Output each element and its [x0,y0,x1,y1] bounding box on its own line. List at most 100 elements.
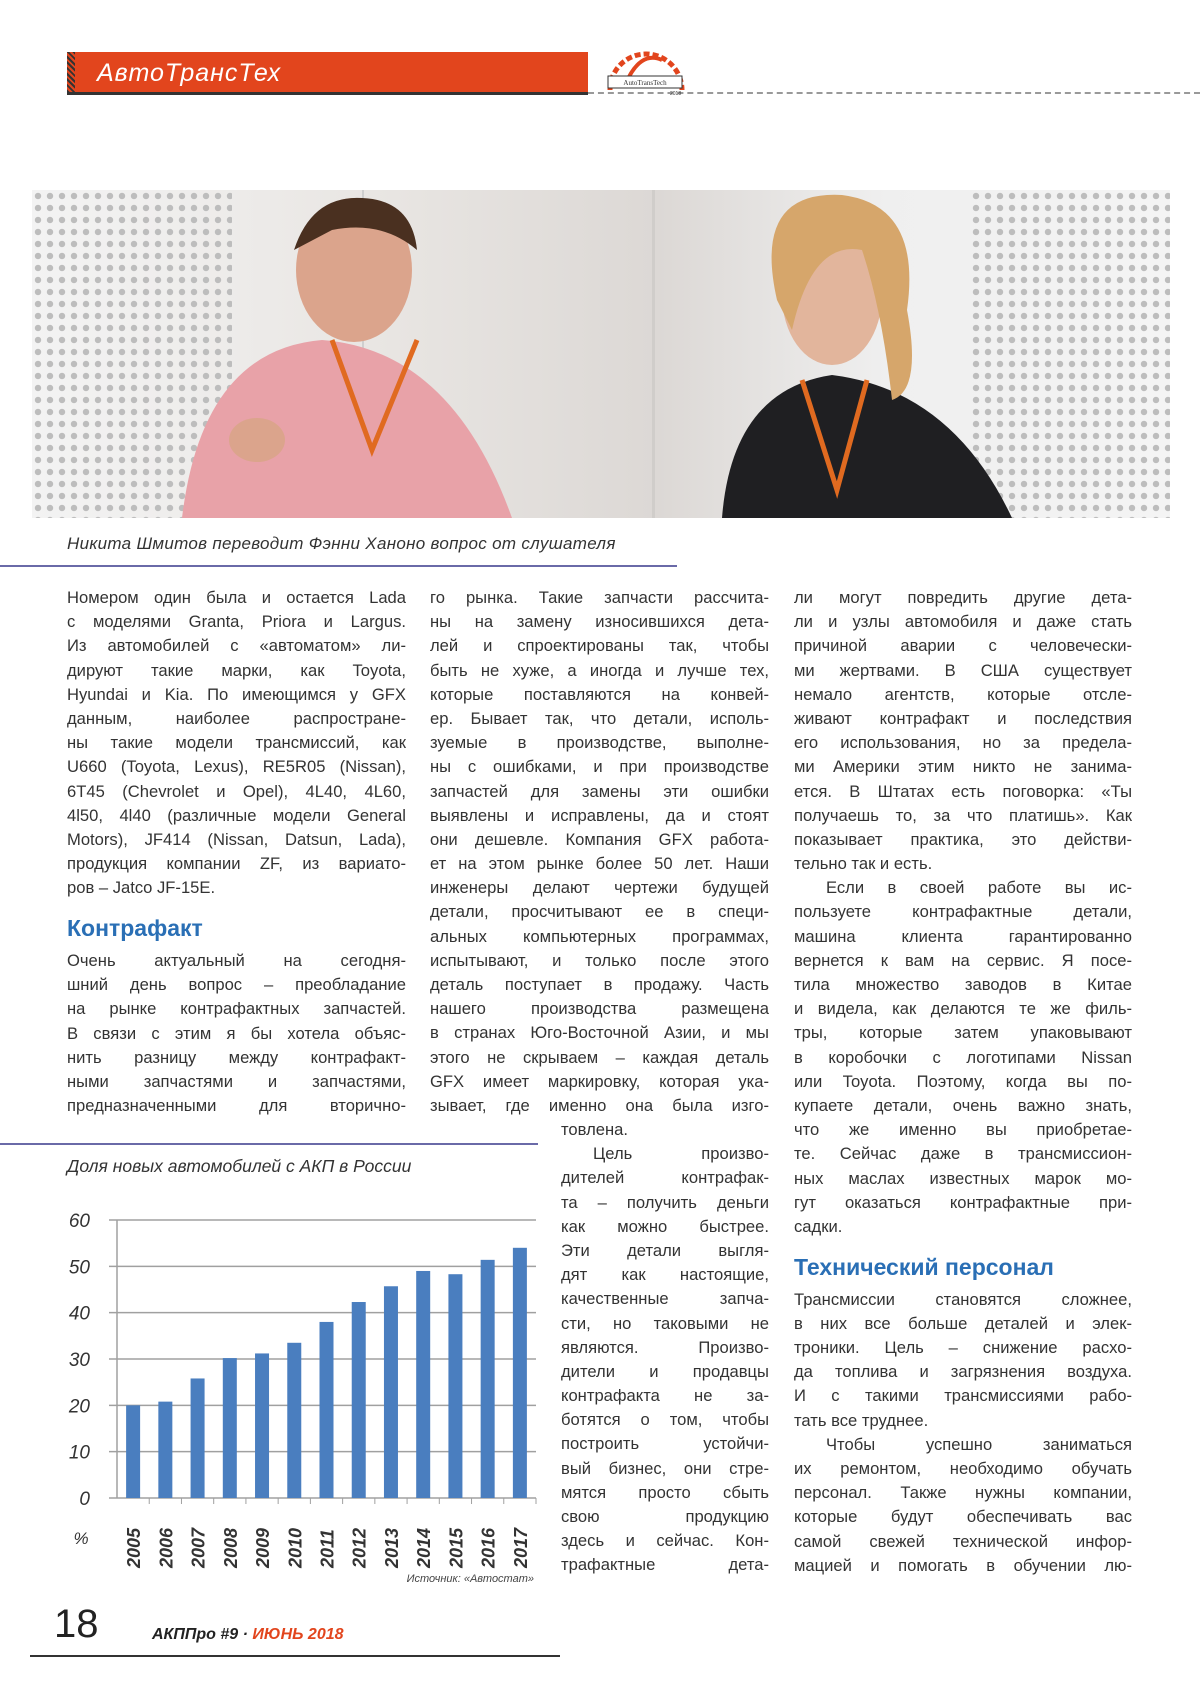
text-line: детали, просчитывают ее в специ- [430,902,769,922]
y-tick-label: 20 [68,1396,91,1417]
x-tick-label: 2006 [156,1527,176,1569]
y-tick-label: 30 [69,1350,91,1371]
text-line: и видела, как делаются те же филь- [794,999,1132,1019]
section-heading: Контрафакт [67,915,203,942]
chart-source: Источник: «Автостат» [406,1573,534,1585]
photo-figures [182,190,1012,518]
y-tick-label: 40 [69,1304,91,1325]
text-line: или Toyota. Поэтому, когда вы по- [794,1071,1132,1091]
text-line: Трансмиссии становятся сложнее, [794,1289,1132,1309]
x-tick-label: 2014 [414,1528,434,1569]
bar-2017 [512,1247,527,1498]
text-line: Motors), JF414 (Nissan, Datsun, Lada), [67,829,406,849]
text-line: быть не хуже, а иногда и лучше тех, [430,660,769,680]
text-line: с моделями Granta, Priora и Largus. [67,612,406,632]
text-line: тила множество заводов в Китае [794,975,1132,994]
photo-caption: Никита Шмитов переводит Фэнни Ханоно воп… [67,534,616,553]
bar-2008 [222,1358,237,1498]
text-line: причиной аварии с человечески- [794,636,1132,656]
text-line: GFX имеет маркировку, которая ука- [430,1071,769,1091]
text-line: Если в своей работе вы ис- [826,878,1132,898]
article-column-1: Номером один была и остается Lada с модел… [67,586,406,1118]
text-line: Очень актуальный на сегодня- [67,951,406,971]
x-tick-label: 2009 [253,1528,273,1569]
bar-2013 [383,1286,398,1498]
text-line: дители и продавцы [561,1361,769,1381]
text-line: ет на этом рынке более 50 лет. Наши [430,854,769,874]
text-line: этого не скрываем – каждая деталь [430,1047,769,1067]
text-line: ми жертвами. В США существует [794,660,1132,680]
text-line: вый бизнес, они стре- [561,1458,769,1478]
y-tick-label: 50 [69,1257,91,1278]
text-line: В связи с этим я бы хотела объяс- [67,1023,406,1043]
text-line: дят как настоящие, [561,1265,769,1285]
text-line: которые поставляются на конвей- [430,684,769,704]
section-title: АвтоТрансТех [97,59,282,87]
text-line: лей и спроектированы так, чтобы [430,636,769,656]
y-tick-label: 60 [69,1211,91,1232]
chart-rule [0,1143,538,1145]
bar-2007 [190,1378,205,1498]
text-line: что же именно вы приобретае- [794,1120,1132,1140]
photo-conference-speakers [32,190,1170,518]
article-column-2-bottom: товлена. Цель произво-дителей контрафак-т… [561,1118,769,1578]
text-line: живают контрафакт и последствия [794,708,1132,728]
y-tick-label: 10 [69,1443,91,1464]
text-line: те. Сейчас даже в трансмиссион- [794,1144,1132,1164]
text-line: ми Америки этим никто не занима- [794,757,1132,777]
svg-text:AutoTransTech: AutoTransTech [623,79,667,87]
text-line: тельно так и есть. [794,854,933,874]
x-tick-label: 2010 [285,1528,305,1569]
text-line: немало агентств, которые отсле- [794,684,1132,704]
text-line: ны такие модели трансмиссий, как [67,733,406,753]
text-line: деталь поступает в продажу. Часть [430,975,769,994]
x-tick-label: 2007 [189,1527,209,1569]
text-line: ров – Jatco JF-15E. [67,878,216,898]
text-line: зуемые в производстве, выполне- [430,733,769,753]
text-line: они дешевле. Компания GFX работа- [430,829,769,849]
text-line: И с такими трансмиссиями рабо- [794,1386,1132,1406]
text-line: дителей контрафак- [561,1168,769,1188]
text-line: продукция компании ZF, из вариато- [67,854,406,874]
text-line: выявлены и исправлены, да и стоят [430,805,769,825]
chart-title: Доля новых автомобилей с АКП в России [67,1156,412,1176]
magazine-name: АКППро #9 · [152,1626,248,1643]
text-line: троники. Цель – снижение расхо- [794,1338,1132,1358]
text-line: построить устойчи- [561,1434,769,1454]
text-line: в коробочки с логотипами Nissan [794,1047,1132,1067]
text-line: которые будут обеспечивать вас [794,1507,1132,1527]
text-line: данным, наиболее распростране- [67,708,406,728]
text-line: ер. Бывает так, что детали, исполь- [430,708,769,728]
autotranstech-logo: AutoTransTech 2018 [607,51,685,97]
text-line: ется. В Штатах есть поговорка: «Ты [794,781,1132,801]
text-line: качественные запча- [561,1289,769,1309]
section-heading: Технический персонал [794,1254,1054,1281]
text-line: тры, которые затем упаковывают [794,1023,1132,1043]
text-line: как можно быстрее. [561,1216,769,1236]
text-line: сти, но таковыми не [561,1313,769,1333]
text-line: 4l50, 4l40 (различные модели General [67,805,406,825]
text-line: трафактные дета- [561,1555,769,1575]
bar-2014 [416,1270,431,1498]
bar-2010 [287,1342,302,1498]
text-line: запчастей для замены эти ошибки [430,781,769,801]
x-tick-label: 2015 [446,1527,466,1569]
text-line: дируют такие марки, как Toyota, [67,660,406,680]
text-line: машина клиента гарантированно [794,926,1132,946]
article-column-2-top: го рынка. Такие запчасти рассчита-ны на … [430,586,769,1118]
text-line: предназначенными для вторично- [67,1096,406,1116]
text-line: ны на замену износившихся дета- [430,612,769,632]
text-line: та – получить деньги [561,1192,769,1212]
header-hatch [67,52,75,92]
text-line: 6T45 (Chevrolet и Opel), 4L40, 4L60, [67,781,406,801]
halftone-pattern-right [970,190,1170,518]
text-line: здесь и сейчас. Кон- [561,1531,769,1551]
header-rule [588,92,1200,94]
footer-rule [30,1655,560,1657]
svg-text:2018: 2018 [670,91,681,97]
text-line: ных маслах известных марок мо- [794,1168,1132,1188]
text-line: садки. [794,1216,843,1236]
text-line: являются. Произво- [561,1337,769,1357]
issue-date: ИЮНЬ 2018 [252,1626,344,1643]
text-line: нашего производства размещена [430,999,769,1019]
